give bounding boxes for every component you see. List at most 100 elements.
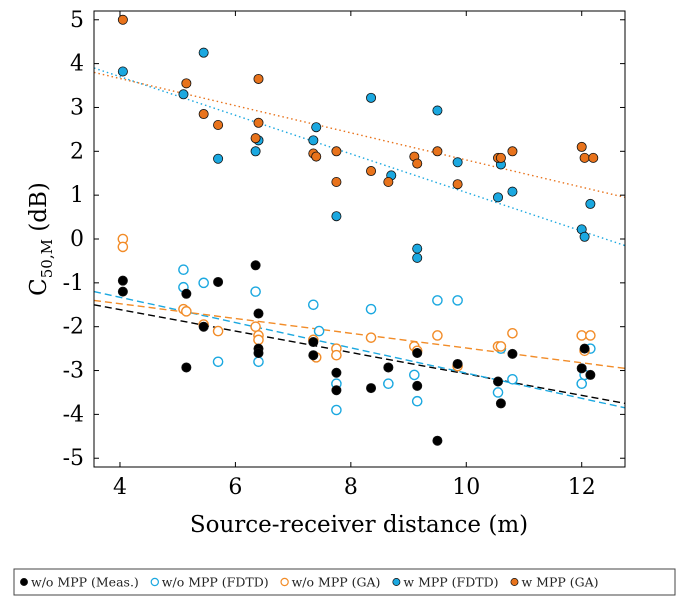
legend: w/o MPP (Meas.) w/o MPP (FDTD) w/o MPP (GA… bbox=[20, 575, 599, 590]
y-axis-title-subscript: 50,M bbox=[38, 239, 56, 278]
legend-marker-w-o-mpp-ga bbox=[280, 577, 289, 587]
data-point-w-o-mpp-ga bbox=[576, 330, 588, 341]
data-point-w-o-mpp-fdtd bbox=[250, 286, 261, 297]
data-point-w-mpp-ga bbox=[117, 14, 128, 25]
data-point-w-o-mpp-ga bbox=[117, 241, 129, 253]
x-tick-label: 8 bbox=[344, 475, 358, 500]
data-point-w-o-mpp-meas bbox=[308, 337, 319, 348]
data-point-w-o-mpp-ga bbox=[181, 306, 192, 317]
legend-label-w-o-mpp-fdtd: w/o MPP (FDTD) bbox=[162, 575, 269, 590]
data-point-w-o-mpp-meas bbox=[452, 358, 463, 369]
data-point-w-mpp-fdtd bbox=[432, 105, 443, 116]
data-point-w-o-mpp-meas bbox=[585, 369, 596, 380]
data-point-w-mpp-ga bbox=[576, 141, 587, 152]
data-point-w-mpp-fdtd bbox=[178, 89, 189, 100]
data-points bbox=[117, 14, 599, 446]
y-tick-label: 0 bbox=[70, 227, 84, 252]
data-point-w-o-mpp-fdtd bbox=[409, 369, 420, 381]
data-point-w-mpp-fdtd bbox=[452, 157, 463, 168]
data-point-w-mpp-fdtd bbox=[213, 153, 224, 164]
data-point-w-o-mpp-meas bbox=[366, 383, 377, 394]
data-point-w-mpp-ga bbox=[452, 179, 463, 190]
trend-line-w-o-mpp-ga bbox=[93, 299, 626, 370]
data-point-w-mpp-ga bbox=[432, 146, 443, 157]
data-point-w-o-mpp-fdtd bbox=[411, 395, 423, 407]
data-point-w-o-mpp-fdtd bbox=[212, 356, 224, 368]
data-point-w-mpp-ga bbox=[253, 117, 264, 128]
y-tick-label: -4 bbox=[63, 402, 84, 427]
data-point-w-mpp-ga bbox=[366, 166, 377, 177]
legend-marker-w-mpp-ga bbox=[510, 578, 519, 586]
data-point-w-o-mpp-ga bbox=[495, 341, 507, 352]
data-point-w-o-mpp-meas bbox=[181, 362, 192, 373]
data-point-w-o-mpp-fdtd bbox=[331, 404, 342, 416]
y-axis-title-unit: (dB) bbox=[26, 182, 52, 239]
data-point-w-mpp-ga bbox=[198, 109, 209, 120]
legend-marker-w-o-mpp-fdtd bbox=[150, 577, 159, 587]
data-point-w-o-mpp-meas bbox=[432, 435, 443, 446]
y-tick-label: 5 bbox=[70, 8, 84, 33]
data-point-w-o-mpp-meas bbox=[181, 288, 192, 299]
data-point-w-o-mpp-fdtd bbox=[313, 325, 325, 337]
y-axis-title-main: C bbox=[26, 278, 52, 296]
data-point-w-o-mpp-fdtd bbox=[492, 387, 504, 398]
data-point-w-o-mpp-meas bbox=[412, 347, 423, 358]
data-point-w-mpp-fdtd bbox=[366, 92, 377, 103]
data-point-w-mpp-ga bbox=[383, 176, 394, 187]
data-point-w-o-mpp-meas bbox=[253, 347, 264, 358]
data-point-w-o-mpp-fdtd bbox=[507, 374, 518, 385]
data-point-w-o-mpp-fdtd bbox=[178, 264, 189, 275]
data-point-w-mpp-ga bbox=[331, 176, 342, 187]
data-point-w-o-mpp-fdtd bbox=[253, 356, 264, 368]
data-point-w-mpp-fdtd bbox=[507, 186, 518, 197]
data-point-w-o-mpp-ga bbox=[365, 332, 377, 343]
data-point-w-mpp-ga bbox=[250, 133, 261, 144]
data-point-w-mpp-fdtd bbox=[579, 231, 590, 242]
trend-lines bbox=[93, 67, 626, 409]
data-point-w-o-mpp-ga bbox=[250, 321, 261, 332]
trend-line-w-o-mpp-meas bbox=[93, 304, 626, 405]
trend-line-w-o-mpp-fdtd bbox=[93, 290, 626, 409]
data-point-w-mpp-ga bbox=[579, 152, 590, 163]
data-point-w-o-mpp-meas bbox=[308, 350, 319, 361]
data-point-w-o-mpp-fdtd bbox=[308, 299, 319, 311]
data-point-w-o-mpp-ga bbox=[331, 349, 342, 361]
data-point-w-o-mpp-ga bbox=[585, 330, 596, 341]
legend-label-w-mpp-ga: w MPP (GA) bbox=[521, 575, 598, 590]
y-axis-title: C50,M (dB) bbox=[26, 182, 56, 296]
x-axis-title: Source-receiver distance (m) bbox=[190, 512, 528, 538]
data-point-w-o-mpp-meas bbox=[576, 363, 587, 374]
y-tick-label: -5 bbox=[63, 446, 84, 471]
data-point-w-o-mpp-ga bbox=[253, 334, 264, 346]
plot-frame bbox=[93, 10, 626, 468]
legend-label-w-mpp-fdtd: w MPP (FDTD) bbox=[403, 575, 498, 590]
data-point-w-o-mpp-meas bbox=[331, 385, 342, 396]
x-tick-label: 4 bbox=[113, 475, 127, 500]
data-point-w-mpp-fdtd bbox=[331, 211, 342, 222]
data-point-w-o-mpp-meas bbox=[253, 308, 264, 319]
data-point-w-o-mpp-fdtd bbox=[383, 378, 394, 389]
data-point-w-mpp-ga bbox=[331, 146, 342, 157]
x-tick-label: 12 bbox=[568, 475, 596, 500]
y-tick-label: 2 bbox=[70, 139, 84, 164]
data-point-w-mpp-ga bbox=[181, 78, 192, 89]
data-point-w-o-mpp-fdtd bbox=[365, 303, 377, 315]
data-point-w-o-mpp-ga bbox=[432, 330, 443, 341]
data-point-w-mpp-ga bbox=[213, 120, 224, 131]
legend-label-w-o-mpp-meas: w/o MPP (Meas.) bbox=[31, 575, 139, 590]
data-point-w-o-mpp-meas bbox=[495, 398, 506, 409]
data-point-w-o-mpp-fdtd bbox=[452, 295, 463, 306]
data-point-w-o-mpp-meas bbox=[507, 348, 518, 359]
legend-label-w-o-mpp-ga: w/o MPP (GA) bbox=[292, 575, 381, 590]
data-point-w-o-mpp-meas bbox=[213, 276, 224, 287]
data-point-w-o-mpp-fdtd bbox=[198, 277, 209, 289]
y-tick-label: 3 bbox=[70, 95, 84, 120]
data-point-w-mpp-fdtd bbox=[308, 135, 319, 146]
data-point-w-mpp-fdtd bbox=[493, 192, 504, 203]
data-point-w-mpp-fdtd bbox=[412, 252, 423, 263]
y-tick-label: -3 bbox=[63, 359, 84, 384]
data-point-w-o-mpp-meas bbox=[383, 362, 394, 373]
x-tick-label: 10 bbox=[452, 475, 480, 500]
